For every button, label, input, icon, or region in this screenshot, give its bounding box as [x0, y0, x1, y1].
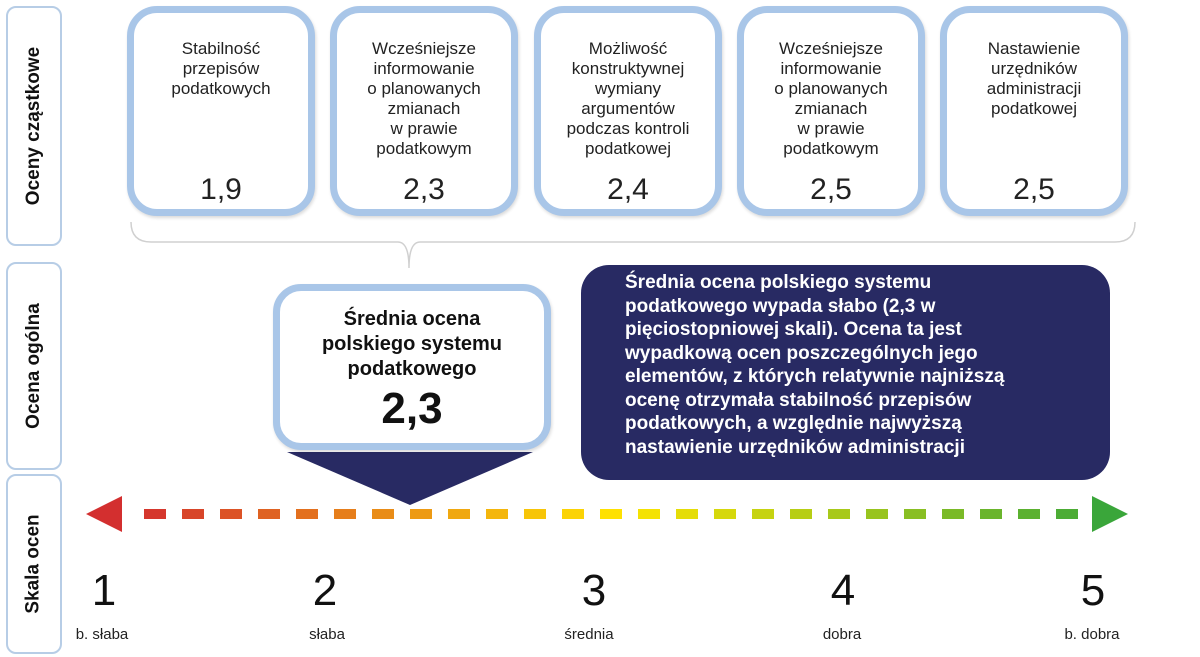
card-title-line: podatkowym	[783, 139, 879, 158]
note-line: wypadkową ocen poszczególnych jego	[625, 342, 978, 364]
scale-dash	[1018, 509, 1040, 519]
rating-card: Wcześniejsze informowanie o planowanych …	[737, 6, 925, 216]
card-title-line: przepisów	[182, 59, 260, 78]
scale-label: średnia	[564, 626, 614, 643]
scale-dash	[372, 509, 394, 519]
explanation-note: Średnia ocena polskiego systemu podatkow…	[581, 265, 1110, 480]
scale-dash	[790, 509, 812, 519]
scale-label: słaba	[309, 626, 345, 643]
note-line: pięciostopniowej skali). Ocena ta jest	[625, 319, 962, 340]
card-title-line: w prawie	[797, 119, 865, 138]
scale-dash	[334, 509, 356, 519]
card-title-line: administracji	[986, 79, 1082, 98]
scale-dash	[638, 509, 660, 519]
scale-number: 3	[581, 566, 607, 615]
scale-arrowhead-right	[1092, 496, 1128, 532]
section-label-partial-text: Oceny cząstkowe	[23, 46, 45, 206]
card-title-line: urzędników	[991, 59, 1077, 78]
summary-title-line: Średnia ocena	[343, 308, 481, 330]
scale-dash	[980, 509, 1002, 519]
note-line: Średnia ocena polskiego systemu	[625, 272, 932, 293]
section-label-scale: Skala ocen	[6, 474, 62, 654]
scale-dash	[144, 509, 166, 519]
note-line: nastawienie urzędników administracji	[625, 436, 965, 458]
card-title-line: Wcześniejsze	[779, 39, 883, 58]
card-title-line: o planowanych	[367, 79, 481, 98]
rating-card-value: 2,3	[403, 173, 445, 206]
card-title-line: podczas kontroli	[566, 119, 690, 138]
card-title-line: Możliwość	[588, 39, 668, 58]
scale-dash	[296, 509, 318, 519]
overall-summary-value: 2,3	[381, 384, 443, 433]
scale-dash	[752, 509, 774, 519]
scale-dash	[676, 509, 698, 519]
rating-card-title: Wcześniejsze informowanie o planowanych …	[345, 39, 503, 159]
card-title-line: podatkowej	[990, 99, 1077, 118]
rating-card-title: Wcześniejsze informowanie o planowanych …	[752, 39, 910, 159]
card-title-line: Nastawienie	[987, 39, 1081, 58]
card-title-line: Wcześniejsze	[372, 39, 476, 58]
rating-card: Nastawienie urzędników administracji pod…	[940, 6, 1128, 216]
scale-dash	[524, 509, 546, 519]
card-title-line: konstruktywnej	[571, 59, 685, 78]
card-title-line: podatkowych	[171, 79, 271, 98]
section-label-scale-text: Skala ocen	[23, 514, 44, 614]
scale-dash	[410, 509, 432, 519]
scale-dash	[1056, 509, 1078, 519]
scale-label: b. dobra	[1064, 626, 1120, 643]
card-title-line: w prawie	[390, 119, 458, 138]
scale-number: 2	[312, 566, 338, 615]
summary-title-line: polskiego systemu	[321, 333, 503, 355]
card-title-line: o planowanych	[774, 79, 888, 98]
rating-card-value: 1,9	[200, 173, 242, 206]
scale-dash	[182, 509, 204, 519]
scale-dash	[258, 509, 280, 519]
rating-card-value: 2,5	[1013, 173, 1055, 206]
card-title-line: podatkowym	[376, 139, 472, 158]
scale-dash	[828, 509, 850, 519]
scale-dash	[904, 509, 926, 519]
card-title-line: zmianach	[794, 99, 868, 118]
section-label-overall-text: Ocena ogólna	[23, 303, 45, 429]
scale-dash	[866, 509, 888, 519]
overall-summary-box: Średnia ocena polskiego systemu podatkow…	[273, 284, 551, 450]
section-label-partial: Oceny cząstkowe	[6, 6, 62, 246]
scale-dash	[942, 509, 964, 519]
scale-label: b. słaba	[75, 626, 129, 643]
rating-card: Wcześniejsze informowanie o planowanych …	[330, 6, 518, 216]
scale-dash	[220, 509, 242, 519]
note-line: elementów, z których relatywnie najniższ…	[625, 366, 1005, 387]
scale-arrowhead-left	[86, 496, 122, 532]
note-line: ocenę otrzymała stabilność przepisów	[625, 389, 972, 411]
card-title-line: argumentów	[581, 99, 675, 118]
summary-title-line: podatkowego	[347, 358, 477, 380]
card-title-line: zmianach	[387, 99, 461, 118]
rating-card-title: Nastawienie urzędników administracji pod…	[955, 39, 1113, 119]
scale-label: dobra	[822, 626, 862, 643]
scale-number: 4	[830, 566, 856, 615]
section-label-overall: Ocena ogólna	[6, 262, 62, 470]
scale-dash	[448, 509, 470, 519]
rating-card: Możliwość konstruktywnej wymiany argumen…	[534, 6, 722, 216]
card-title-line: informowanie	[780, 59, 882, 78]
overall-summary-title: Średnia ocena polskiego systemu podatkow…	[280, 307, 544, 382]
scale-number: 5	[1080, 566, 1106, 615]
card-title-line: wymiany	[594, 79, 662, 98]
rating-card-value: 2,5	[810, 173, 852, 206]
note-line: podatkowych, a względnie najwyższą	[625, 413, 962, 434]
note-line: podatkowego wypada słabo (2,3 w	[625, 295, 936, 317]
scale-dash	[600, 509, 622, 519]
card-title-line: Stabilność	[181, 39, 261, 58]
rating-card-value: 2,4	[607, 173, 649, 206]
rating-card: Stabilność przepisów podatkowych 1,9	[127, 6, 315, 216]
rating-card-title: Stabilność przepisów podatkowych	[142, 39, 300, 99]
scale-dash	[714, 509, 736, 519]
card-title-line: informowanie	[373, 59, 475, 78]
scale-number: 1	[91, 566, 117, 615]
scale-dash	[486, 509, 508, 519]
scale-dash	[562, 509, 584, 519]
rating-card-title: Możliwość konstruktywnej wymiany argumen…	[549, 39, 707, 159]
card-title-line: podatkowej	[584, 139, 671, 158]
